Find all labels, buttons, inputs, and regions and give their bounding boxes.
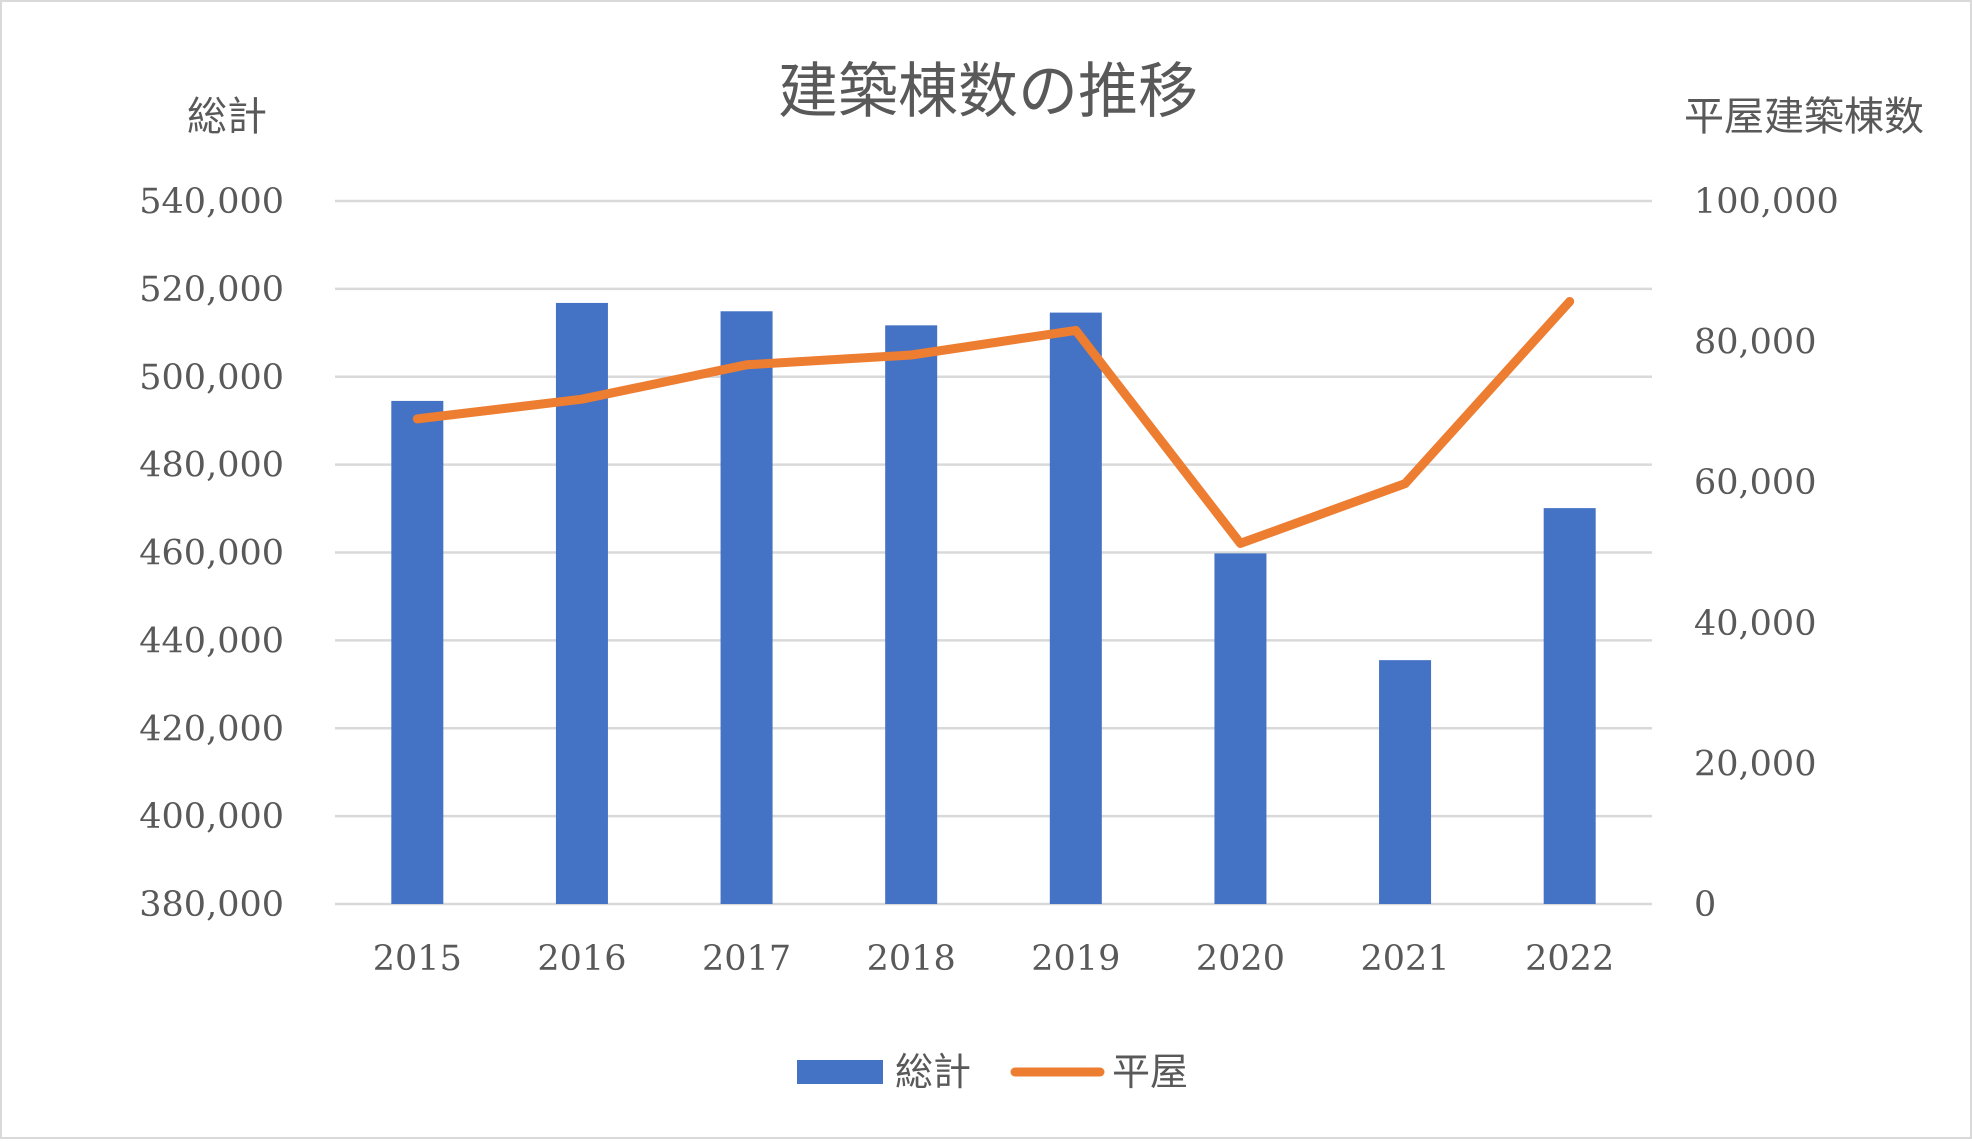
y2-tick-label: 20,000 (1694, 744, 1816, 784)
y-tick-label: 540,000 (139, 182, 284, 222)
line-point (1568, 300, 1571, 303)
y-tick-label: 380,000 (139, 885, 284, 925)
bar (1379, 660, 1432, 904)
y-axis-title: 総計 (187, 94, 267, 140)
x-tick-label: 2018 (867, 939, 956, 979)
x-tick-label: 2015 (373, 939, 462, 979)
x-tick-label: 2022 (1525, 939, 1614, 979)
y-tick-label: 400,000 (139, 797, 284, 837)
y-tick-label: 500,000 (139, 358, 284, 398)
y2-tick-label: 100,000 (1694, 182, 1839, 222)
x-axis-ticks: 2015 2016 2017 2018 2019 2020 2021 2022 (373, 939, 1614, 979)
series-line (412, 297, 1575, 548)
y-tick-label: 420,000 (139, 709, 284, 749)
line-point (1239, 542, 1242, 545)
chart-title: 建築棟数の推移 (778, 57, 1198, 127)
line-point (910, 353, 913, 356)
bar (391, 400, 444, 904)
line-point (416, 417, 419, 420)
bar (1543, 508, 1596, 904)
y-tick-label: 460,000 (139, 534, 284, 574)
y-tick-label: 440,000 (139, 621, 284, 661)
x-tick-label: 2017 (702, 939, 791, 979)
bar-series (391, 302, 1596, 905)
y2-tick-label: 0 (1694, 885, 1716, 925)
y-tick-label: 480,000 (139, 446, 284, 486)
legend-swatch-bar (797, 1060, 883, 1084)
line-point (745, 363, 748, 366)
x-tick-label: 2021 (1361, 939, 1450, 979)
y2-tick-label: 40,000 (1694, 604, 1816, 644)
line-point (1074, 329, 1077, 332)
line-point (580, 398, 583, 401)
bar (1214, 553, 1267, 904)
x-tick-label: 2020 (1196, 939, 1285, 979)
legend-label: 総計 (895, 1050, 971, 1094)
line-series (412, 297, 1575, 548)
bar (885, 325, 938, 904)
y2-tick-label: 80,000 (1694, 323, 1816, 363)
x-tick-label: 2016 (537, 939, 626, 979)
bar (720, 311, 773, 905)
gridlines (335, 199, 1652, 906)
y2-tick-label: 60,000 (1694, 463, 1816, 503)
y-axis-ticks: 380,000 400,000 420,000 440,000 460,000 480,0… (139, 182, 284, 925)
bar (1049, 312, 1102, 904)
legend-label: 平屋 (1112, 1050, 1188, 1094)
y-tick-label: 520,000 (139, 270, 284, 310)
y2-axis-ticks: 0 20,000 40,000 60,000 80,000 100,000 (1694, 182, 1839, 925)
y2-axis-title: 平屋建築棟数 (1684, 94, 1924, 140)
line-point (1404, 482, 1407, 485)
x-tick-label: 2019 (1031, 939, 1120, 979)
legend: 総計 平屋 (797, 1050, 1188, 1094)
